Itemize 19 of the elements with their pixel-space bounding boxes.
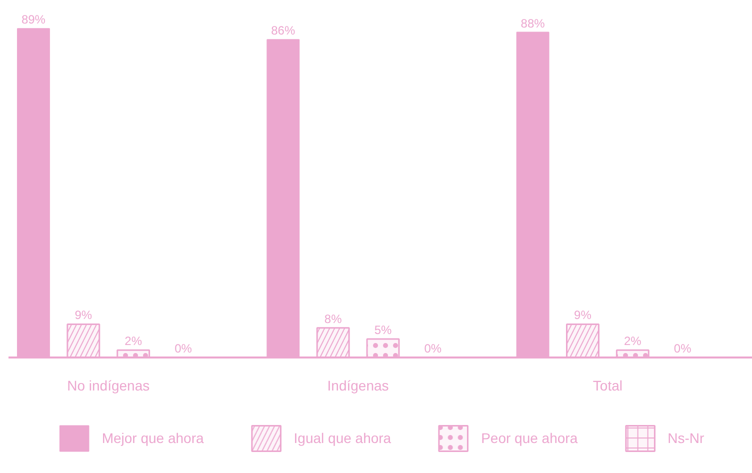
data-label: 9% xyxy=(74,308,92,322)
data-label: 8% xyxy=(324,312,342,326)
data-label: 0% xyxy=(674,342,692,356)
data-label: 88% xyxy=(520,16,546,30)
x-tick-label: Total xyxy=(592,378,622,394)
data-label: 2% xyxy=(624,334,642,348)
data-label: 9% xyxy=(574,308,592,322)
x-tick-label: Indígenas xyxy=(327,378,389,394)
legend-label: Mejor que ahora xyxy=(102,430,204,446)
data-label: 89% xyxy=(21,12,46,27)
data-label: 2% xyxy=(124,334,142,348)
x-tick-label: No indígenas xyxy=(67,378,150,394)
legend-label: Ns-Nr xyxy=(668,430,704,446)
data-label: 5% xyxy=(374,323,392,338)
data-label: 86% xyxy=(271,24,296,38)
legend-label: Peor que ahora xyxy=(481,430,578,446)
data-label: 0% xyxy=(174,342,192,356)
legend-label: Igual que ahora xyxy=(294,430,392,446)
data-label: 0% xyxy=(424,342,442,356)
